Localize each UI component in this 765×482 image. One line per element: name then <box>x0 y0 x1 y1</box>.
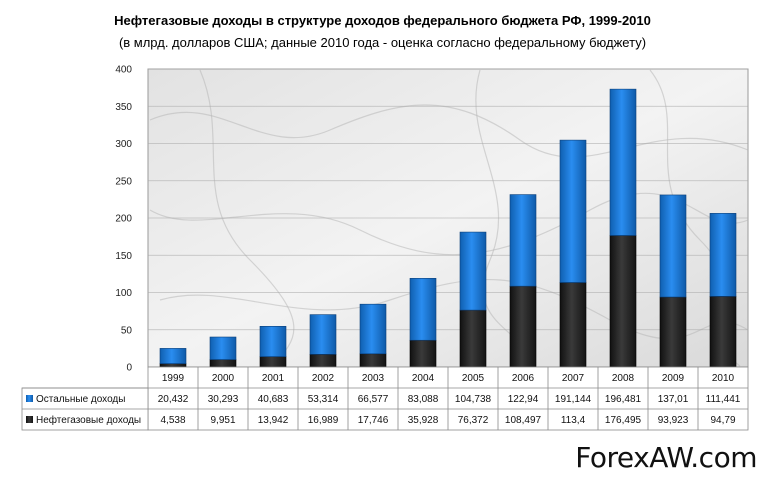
data-label-other: 83,088 <box>408 394 439 405</box>
x-category-label: 2000 <box>212 373 235 384</box>
data-label-other: 104,738 <box>455 394 492 405</box>
data-label-oil-gas: 9,951 <box>210 415 235 426</box>
bar-oil-gas-2006 <box>509 285 537 368</box>
x-category-label: 1999 <box>162 373 185 384</box>
bar-other-2010 <box>709 213 737 297</box>
x-category-label: 2010 <box>712 373 735 384</box>
bar-other-1999 <box>159 348 187 364</box>
bar-oil-gas-2004 <box>409 339 437 368</box>
x-category-label: 2009 <box>662 373 685 384</box>
data-label-other: 191,144 <box>555 394 592 405</box>
y-tick-label: 300 <box>115 139 132 150</box>
y-tick-label: 250 <box>115 176 132 187</box>
y-tick-label: 150 <box>115 251 132 262</box>
bar-other-2008 <box>609 88 637 236</box>
legend-key-oil-gas <box>26 416 33 423</box>
data-label-oil-gas: 94,79 <box>710 415 735 426</box>
data-label-other: 122,94 <box>508 394 539 405</box>
x-category-label: 2004 <box>412 373 435 384</box>
data-label-other: 40,683 <box>258 394 289 405</box>
data-label-oil-gas: 113,4 <box>561 415 586 426</box>
bar-other-2000 <box>209 336 237 360</box>
bar-other-2002 <box>309 314 337 355</box>
bar-other-2003 <box>359 303 387 355</box>
marble-vein <box>159 278 749 340</box>
x-category-label: 2002 <box>312 373 335 384</box>
data-label-oil-gas: 93,923 <box>658 415 689 426</box>
y-tick-label: 350 <box>115 102 132 113</box>
x-category-label: 2001 <box>262 373 285 384</box>
x-category-label: 2003 <box>362 373 385 384</box>
bar-oil-gas-1999 <box>159 363 187 368</box>
data-label-other: 30,293 <box>208 394 239 405</box>
y-tick-label: 200 <box>115 214 132 225</box>
bar-oil-gas-2003 <box>359 353 387 368</box>
chart-title: Нефтегазовые доходы в структуре доходов … <box>114 13 651 28</box>
bar-oil-gas-2002 <box>309 354 337 368</box>
data-label-oil-gas: 76,372 <box>458 415 489 426</box>
y-tick-label: 0 <box>126 363 132 374</box>
legend-label-other: Остальные доходы <box>36 394 125 405</box>
bar-oil-gas-2007 <box>559 282 587 368</box>
data-label-other: 196,481 <box>605 394 642 405</box>
data-label-oil-gas: 35,928 <box>408 415 439 426</box>
x-category-label: 2006 <box>512 373 535 384</box>
data-label-other: 20,432 <box>158 394 189 405</box>
bar-other-2005 <box>459 231 487 311</box>
y-tick-label: 50 <box>121 325 133 336</box>
bar-other-2004 <box>409 278 437 341</box>
chart-subtitle: (в млрд. долларов США; данные 2010 года … <box>118 35 647 50</box>
x-category-label: 2007 <box>562 373 585 384</box>
y-tick-label: 400 <box>115 65 132 76</box>
data-label-oil-gas: 16,989 <box>308 415 339 426</box>
marble-vein <box>199 69 295 367</box>
bar-oil-gas-2009 <box>659 296 687 368</box>
data-label-oil-gas: 4,538 <box>160 415 185 426</box>
data-label-oil-gas: 176,495 <box>605 415 642 426</box>
site-watermark: ForexAW.com <box>575 441 757 474</box>
data-label-oil-gas: 17,746 <box>358 415 389 426</box>
bar-other-2009 <box>659 194 687 298</box>
data-label-oil-gas: 13,942 <box>258 415 289 426</box>
bar-oil-gas-2001 <box>259 356 287 368</box>
bar-oil-gas-2010 <box>709 296 737 368</box>
bar-oil-gas-2000 <box>209 359 237 368</box>
legend-key-other <box>26 395 33 402</box>
bar-oil-gas-2008 <box>609 235 637 368</box>
bar-other-2007 <box>559 139 587 283</box>
y-tick-label: 100 <box>115 288 132 299</box>
bar-oil-gas-2005 <box>459 309 487 368</box>
legend-label-oil-gas: Нефтегазовые доходы <box>36 414 141 426</box>
bar-other-2006 <box>509 194 537 287</box>
data-label-other: 53,314 <box>308 394 339 405</box>
bar-other-2001 <box>259 326 287 357</box>
data-label-other: 66,577 <box>358 394 389 405</box>
data-label-other: 137,01 <box>658 394 689 405</box>
x-category-label: 2008 <box>612 373 635 384</box>
x-category-label: 2005 <box>462 373 485 384</box>
data-label-oil-gas: 108,497 <box>505 415 542 426</box>
data-label-other: 111,441 <box>706 394 741 405</box>
